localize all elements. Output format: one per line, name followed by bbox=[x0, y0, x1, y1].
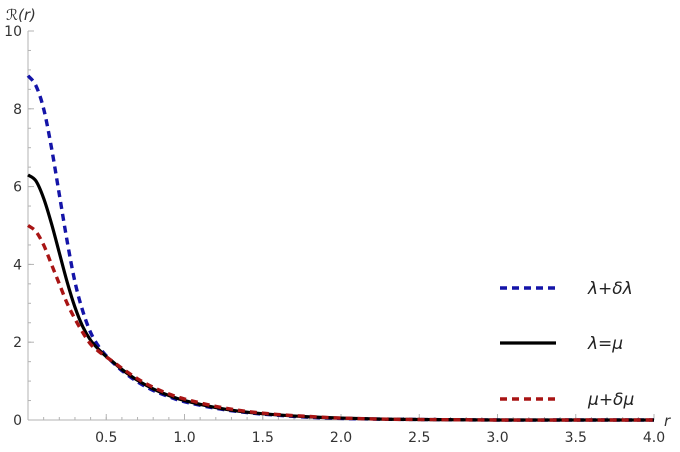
axes: 0.5 1.0 1.5 2.0 2.5 3.0 3.5 4.0 0 2 4 6 8 10 bbox=[4, 24, 665, 446]
x-tick-label: 2.0 bbox=[330, 430, 352, 446]
x-tick-label: 4.0 bbox=[643, 430, 665, 446]
y-tick-label: 4 bbox=[13, 257, 22, 273]
legend-label: λ=μ bbox=[587, 334, 623, 354]
series-line-3 bbox=[26, 224, 654, 422]
legend-label: λ+δλ bbox=[587, 279, 633, 299]
legend-label: μ+δμ bbox=[587, 390, 634, 410]
x-tick-label: 3.5 bbox=[565, 430, 587, 446]
y-tick-label: 8 bbox=[13, 102, 22, 118]
legend: λ+δλ λ=μ μ+δμ bbox=[500, 279, 634, 410]
y-tick-label: 10 bbox=[4, 24, 22, 40]
y-tick-label: 0 bbox=[13, 413, 22, 429]
y-axis-label: ℛ(r) bbox=[6, 6, 36, 24]
x-tick-label: 2.5 bbox=[408, 430, 430, 446]
x-tick-label: 0.5 bbox=[95, 430, 117, 446]
x-axis-label: r bbox=[664, 412, 671, 430]
y-tick-label: 2 bbox=[13, 335, 22, 351]
y-tick-label: 6 bbox=[13, 180, 22, 196]
x-tick-label: 1.0 bbox=[173, 430, 195, 446]
x-tick-label: 3.0 bbox=[486, 430, 508, 446]
series-layer bbox=[26, 74, 654, 422]
x-tick-label: 1.5 bbox=[252, 430, 274, 446]
series-line-2 bbox=[27, 173, 654, 422]
y-ticks: 0 2 4 6 8 10 bbox=[4, 24, 34, 429]
